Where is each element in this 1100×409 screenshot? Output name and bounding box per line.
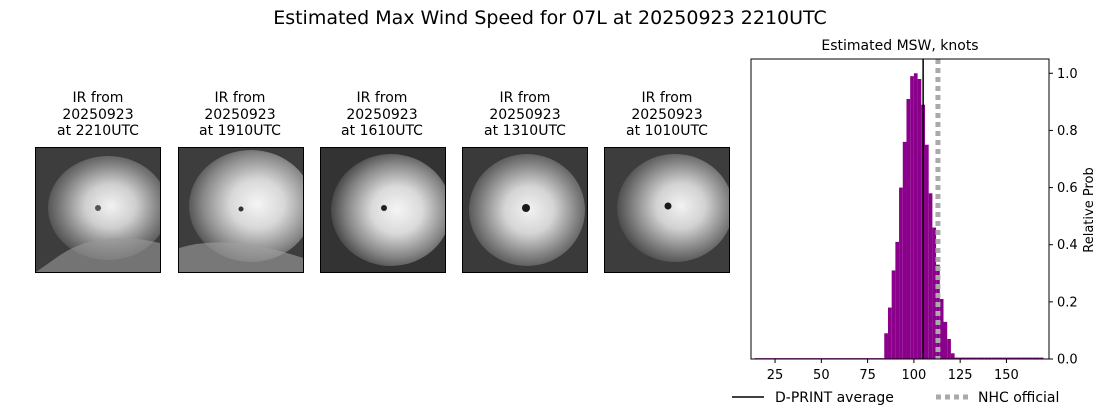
- x-tick-label: 50: [813, 368, 830, 383]
- ir-title-line: IR from: [356, 90, 408, 106]
- histogram-bar: [932, 227, 937, 359]
- y-axis-label: Relative Prob: [1082, 167, 1097, 252]
- ir-title-line: IR from: [641, 90, 693, 106]
- ir-title-date: 20250923: [346, 106, 418, 123]
- ir-panel-title: IR from 20250923 at 1910UTC: [170, 90, 310, 140]
- ir-image-1910utc: [178, 147, 304, 273]
- histogram-bar: [995, 357, 1000, 359]
- x-tick-label: 100: [901, 368, 926, 383]
- y-tick-label: 0.4: [1057, 238, 1078, 253]
- x-tick-label: 125: [948, 368, 973, 383]
- histogram-bar: [924, 144, 929, 359]
- histogram-bar: [887, 307, 892, 359]
- histogram-bar: [1006, 357, 1011, 359]
- axes-frame: [750, 58, 1050, 360]
- histogram-bar: [1039, 357, 1044, 359]
- ir-title-time: at 1910UTC: [199, 123, 281, 139]
- histogram-bar: [910, 76, 914, 360]
- histogram-bar: [895, 241, 900, 359]
- x-tick-label: 75: [859, 368, 876, 383]
- histogram-bar: [976, 357, 981, 359]
- ir-image-1310utc: [462, 147, 588, 273]
- ir-panel-title: IR from 20250923 at 2210UTC: [28, 90, 168, 140]
- ir-title-date: 20250923: [62, 106, 134, 123]
- x-tick-label: 25: [767, 368, 784, 383]
- ir-title-time: at 2210UTC: [57, 123, 139, 139]
- histogram-bar: [1017, 357, 1022, 359]
- ir-panel-title: IR from 20250923 at 1610UTC: [312, 90, 452, 140]
- y-axis-ticks: 0.0 0.2 0.4 0.6 0.8 1.0: [1049, 67, 1078, 368]
- histogram-bar: [980, 357, 985, 359]
- ir-image-1010utc: [604, 147, 730, 273]
- legend-label: NHC official: [978, 390, 1059, 406]
- histogram-bar: [939, 299, 944, 359]
- x-axis-ticks: 25 50 75 100 125 150: [767, 359, 1019, 383]
- histogram-bar: [902, 141, 907, 359]
- histogram-bar: [1010, 357, 1014, 359]
- histogram-bar: [1002, 357, 1007, 359]
- histogram-bar: [950, 353, 955, 359]
- histogram-bars: [754, 73, 1044, 360]
- histogram-bar: [954, 357, 959, 359]
- histogram-bar: [991, 357, 996, 359]
- legend-label: D-PRINT average: [775, 390, 894, 406]
- histogram-bar: [1013, 357, 1018, 359]
- y-tick-label: 0.0: [1057, 353, 1078, 368]
- histogram-bar: [1028, 357, 1033, 359]
- histogram-bar: [917, 79, 922, 359]
- histogram-bar: [965, 357, 970, 359]
- y-tick-label: 0.8: [1057, 124, 1078, 139]
- ir-title-date: 20250923: [489, 106, 561, 123]
- ir-title-line: IR from: [72, 90, 124, 106]
- histogram-bar: [913, 73, 918, 360]
- ir-image-2210utc: [35, 147, 161, 273]
- ir-title-line: IR from: [214, 90, 266, 106]
- histogram-bar: [984, 357, 988, 359]
- histogram-bar: [1036, 357, 1040, 359]
- histogram-bar: [947, 339, 951, 359]
- figure-title: Estimated Max Wind Speed for 07L at 2025…: [273, 7, 827, 29]
- x-tick-label: 150: [994, 368, 1019, 383]
- histogram-bar: [999, 357, 1003, 359]
- chart-title: Estimated MSW, knots: [821, 38, 978, 54]
- histogram-bar: [969, 357, 974, 359]
- histogram-bar: [928, 193, 933, 359]
- histogram-bar: [962, 357, 966, 359]
- histogram-bar: [1021, 357, 1025, 359]
- histogram-bar: [899, 187, 903, 359]
- ir-title-time: at 1010UTC: [626, 123, 708, 139]
- ir-image-1610utc: [320, 147, 446, 273]
- ir-title-line: IR from: [499, 90, 551, 106]
- histogram-bar: [958, 357, 963, 359]
- histogram-bar: [884, 333, 888, 359]
- ir-title-date: 20250923: [631, 106, 703, 123]
- y-tick-label: 0.6: [1057, 181, 1078, 196]
- ir-panel-title: IR from 20250923 at 1010UTC: [597, 90, 737, 140]
- legend: D-PRINT average NHC official: [732, 390, 1059, 406]
- histogram-bar: [987, 357, 992, 359]
- histogram-bar: [973, 357, 977, 359]
- y-tick-label: 1.0: [1057, 67, 1078, 82]
- ir-title-time: at 1610UTC: [341, 123, 423, 139]
- reference-lines: [922, 59, 941, 359]
- histogram-bar: [891, 270, 896, 359]
- histogram-bar: [1024, 357, 1029, 359]
- ir-title-date: 20250923: [204, 106, 276, 123]
- ir-title-time: at 1310UTC: [484, 123, 566, 139]
- histogram-bar: [943, 321, 948, 359]
- ir-panel-title: IR from 20250923 at 1310UTC: [455, 90, 595, 140]
- y-tick-label: 0.2: [1057, 295, 1078, 310]
- histogram-bar: [906, 99, 911, 359]
- histogram-bar: [1032, 357, 1037, 359]
